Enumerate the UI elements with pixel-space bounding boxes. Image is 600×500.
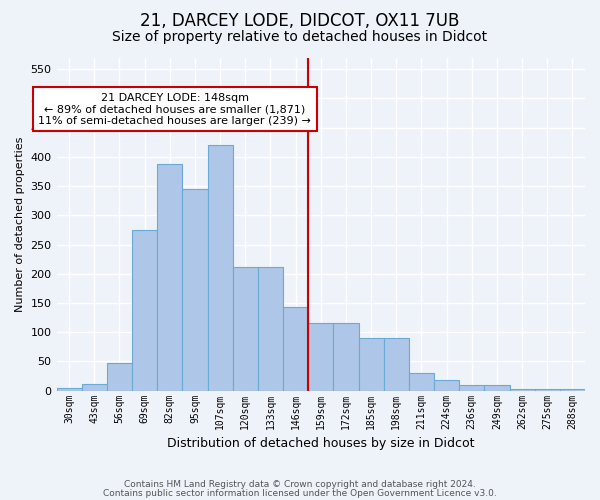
Bar: [283, 307, 308, 390]
Bar: [56, 388, 82, 390]
Bar: [509, 389, 535, 390]
Bar: [535, 389, 560, 390]
Bar: [409, 373, 434, 390]
Bar: [82, 384, 107, 390]
Bar: [107, 362, 132, 390]
Bar: [359, 338, 383, 390]
Bar: [208, 145, 233, 390]
X-axis label: Distribution of detached houses by size in Didcot: Distribution of detached houses by size …: [167, 437, 475, 450]
Bar: [308, 324, 334, 390]
Bar: [560, 389, 585, 390]
Bar: [182, 189, 208, 390]
Text: Contains HM Land Registry data © Crown copyright and database right 2024.: Contains HM Land Registry data © Crown c…: [124, 480, 476, 489]
Bar: [484, 385, 509, 390]
Bar: [157, 164, 182, 390]
Bar: [132, 230, 157, 390]
Bar: [434, 380, 459, 390]
Text: 21 DARCEY LODE: 148sqm
← 89% of detached houses are smaller (1,871)
11% of semi-: 21 DARCEY LODE: 148sqm ← 89% of detached…: [38, 92, 311, 126]
Y-axis label: Number of detached properties: Number of detached properties: [15, 136, 25, 312]
Text: Contains public sector information licensed under the Open Government Licence v3: Contains public sector information licen…: [103, 488, 497, 498]
Bar: [334, 324, 359, 390]
Bar: [258, 266, 283, 390]
Bar: [233, 266, 258, 390]
Bar: [383, 338, 409, 390]
Text: 21, DARCEY LODE, DIDCOT, OX11 7UB: 21, DARCEY LODE, DIDCOT, OX11 7UB: [140, 12, 460, 30]
Bar: [459, 385, 484, 390]
Text: Size of property relative to detached houses in Didcot: Size of property relative to detached ho…: [112, 30, 488, 44]
